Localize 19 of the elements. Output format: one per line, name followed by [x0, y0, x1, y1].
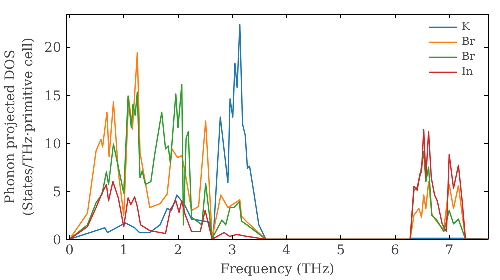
legend-label: Br	[462, 35, 476, 48]
x-tick-label: 5	[336, 244, 346, 258]
x-tick-label: 4	[282, 244, 291, 258]
x-tick-label: 7	[445, 244, 454, 258]
x-tick-label: 6	[390, 244, 400, 258]
x-tick-label: 0	[66, 244, 74, 258]
y-tick-label: 20	[44, 41, 62, 56]
y-tick-label: 5	[53, 185, 62, 200]
y-tick-label: 15	[44, 89, 62, 104]
legend-label: K	[462, 20, 472, 33]
y-tick-label: 0	[53, 234, 62, 248]
x-axis-title: Frequency (THz)	[220, 262, 335, 278]
x-tick-label: 3	[228, 244, 237, 258]
x-tick-label: 2	[174, 244, 182, 258]
legend-label: In	[462, 65, 474, 78]
x-tick-label: 1	[120, 244, 128, 258]
y-axis-title: Phonon projected DOS (States/THz·primitive cell)	[4, 38, 37, 216]
y-tick-label: 10	[44, 137, 62, 152]
legend-label: Br	[462, 50, 476, 63]
